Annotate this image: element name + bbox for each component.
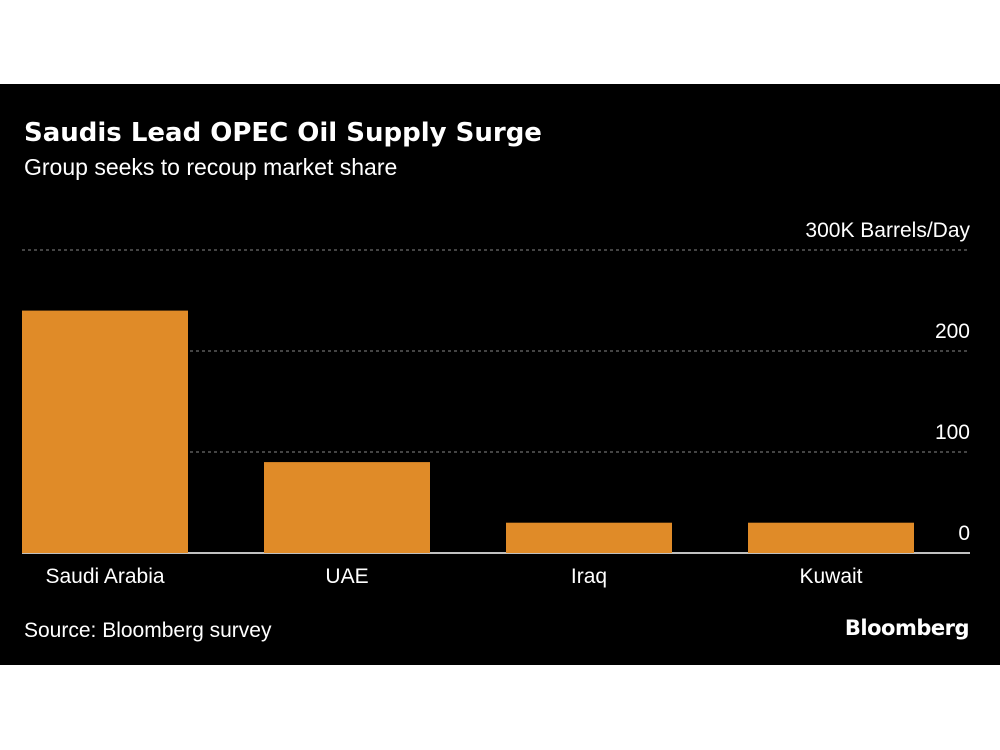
y-tick-label: 100 xyxy=(935,421,970,444)
chart-title: Saudis Lead OPEC Oil Supply Surge xyxy=(24,118,542,148)
x-tick-label: Kuwait xyxy=(799,565,862,588)
bar xyxy=(22,310,188,553)
bloomberg-logo: Bloomberg xyxy=(844,616,970,640)
x-tick-label: Saudi Arabia xyxy=(45,565,164,588)
x-tick-label: UAE xyxy=(325,565,368,588)
y-tick-label: 300K Barrels/Day xyxy=(805,219,970,242)
x-tick-label: Iraq xyxy=(571,565,607,588)
bar-chart: 0 100 200 300K Barrels/Day Saudi Arabia UAE I… xyxy=(22,219,970,588)
source-note: Source: Bloomberg survey xyxy=(24,619,272,642)
x-axis-labels: Saudi Arabia UAE Iraq Kuwait xyxy=(45,565,862,588)
chart-subtitle: Group seeks to recoup market share xyxy=(24,154,398,180)
bar xyxy=(506,522,672,553)
y-tick-label: 0 xyxy=(958,522,970,545)
chart-card: Saudis Lead OPEC Oil Supply Surge Group … xyxy=(0,84,1000,665)
bar xyxy=(264,462,430,553)
y-tick-label: 200 xyxy=(935,320,970,343)
bar xyxy=(748,522,914,553)
y-axis-ticks: 0 100 200 300K Barrels/Day xyxy=(805,219,970,545)
bars xyxy=(22,310,914,553)
